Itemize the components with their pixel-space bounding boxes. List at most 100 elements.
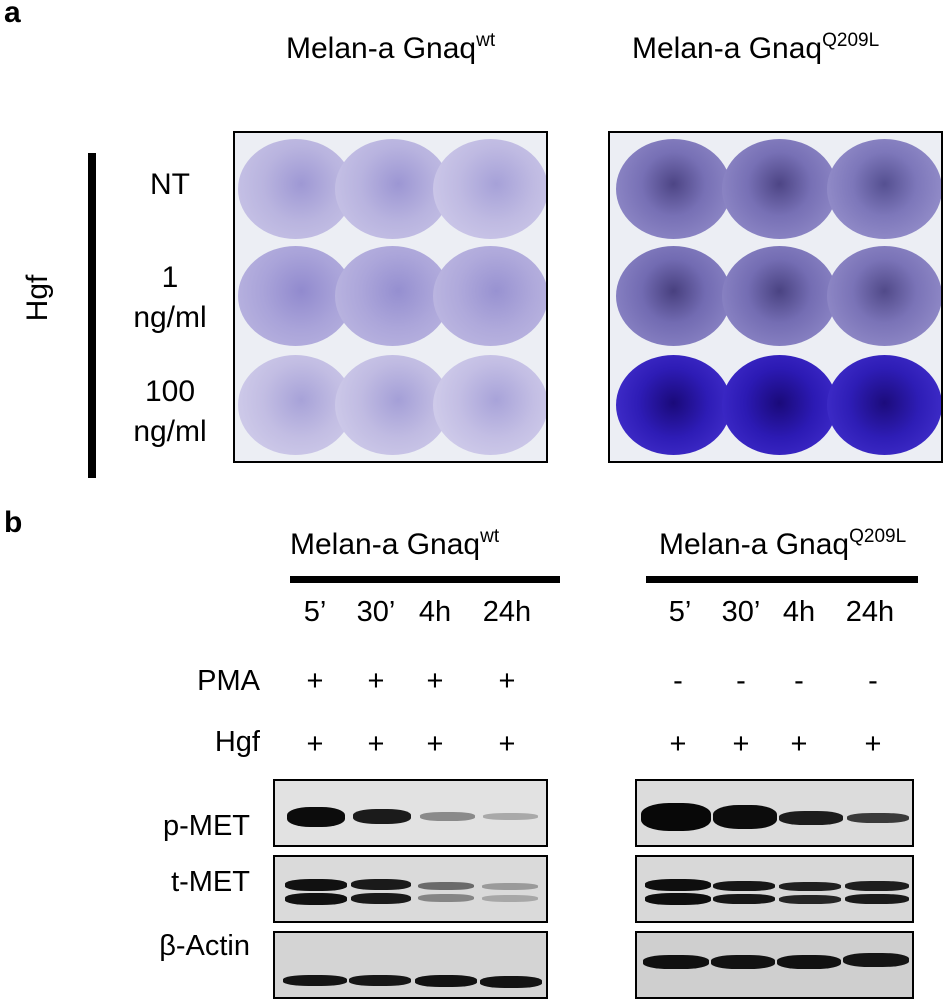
band: [713, 894, 775, 904]
right-group-bar: [646, 576, 918, 583]
blot-pmet-q209l: [635, 779, 914, 847]
panel-b-letter: b: [4, 506, 23, 539]
title-text: Melan-a Gnaq: [659, 528, 850, 561]
band: [847, 813, 909, 823]
panel-b-right-title: Melan-a GnaqQ209L: [659, 526, 906, 562]
hgf-right-1: +: [669, 728, 687, 760]
blot-actin-q209l: [635, 931, 914, 999]
pma-right-1: -: [673, 665, 683, 697]
well-wt-r3c2: [335, 355, 450, 455]
plate-wt: [233, 131, 548, 463]
pma-left-1: +: [306, 665, 324, 697]
band: [351, 879, 411, 890]
row-label-1ngml: 1 ng/ml: [115, 258, 225, 338]
well-wt-r2c1: [238, 246, 353, 346]
band: [645, 879, 711, 891]
band: [482, 883, 538, 890]
row-label-line: ng/ml: [133, 415, 207, 448]
well-wt-r3c3: [433, 355, 546, 455]
band: [285, 893, 347, 905]
well-wt-r1c1: [238, 139, 353, 239]
timepoint-left-4: 24h: [482, 596, 532, 628]
blot-label-tmet: t-MET: [171, 866, 250, 898]
blot-tmet-q209l: [635, 855, 914, 923]
treatment-label-hgf: Hgf: [214, 726, 260, 758]
band: [483, 813, 538, 820]
band: [713, 881, 775, 891]
timepoint-left-2: 30’: [356, 596, 396, 628]
well-wt-r2c3: [433, 246, 546, 346]
title-superscript: wt: [476, 30, 496, 51]
well-wt-r1c2: [335, 139, 450, 239]
plate-q209l: [608, 131, 943, 463]
well-mut-r3c2: [722, 355, 837, 455]
pma-left-2: +: [367, 665, 385, 697]
hgf-right-3: +: [790, 728, 808, 760]
treatment-label-pma: PMA: [197, 665, 260, 697]
row-label-line: ng/ml: [133, 301, 207, 334]
pma-left-4: +: [498, 665, 516, 697]
band: [779, 882, 841, 891]
hgf-left-1: +: [306, 728, 324, 760]
blot-tmet-wt: [273, 855, 548, 923]
hgf-right-4: +: [864, 728, 882, 760]
hgf-left-2: +: [367, 728, 385, 760]
pma-left-3: +: [426, 665, 444, 697]
blot-pmet-wt: [273, 779, 548, 847]
band: [711, 955, 775, 969]
row-label-line: 1: [161, 261, 179, 294]
well-mut-r3c3: [827, 355, 941, 455]
left-group-bar: [290, 576, 560, 583]
panel-a-left-title: Melan-a Gnaqwt: [286, 30, 495, 66]
panel-b-left-title: Melan-a Gnaqwt: [290, 526, 499, 562]
hgf-left-3: +: [426, 728, 444, 760]
band: [482, 895, 538, 902]
band: [845, 894, 909, 904]
band: [713, 805, 777, 829]
band: [349, 975, 411, 986]
band: [285, 879, 347, 891]
band: [645, 893, 711, 905]
blot-actin-wt: [273, 931, 548, 999]
row-label-100ngml: 100 ng/ml: [115, 372, 225, 452]
title-text: Melan-a Gnaq: [286, 32, 477, 65]
band: [283, 975, 347, 986]
pma-right-4: -: [868, 665, 878, 697]
timepoint-right-4: 24h: [845, 596, 895, 628]
band: [843, 953, 909, 967]
band: [779, 895, 841, 904]
well-mut-r1c2: [722, 139, 837, 239]
well-mut-r2c1: [616, 246, 731, 346]
row-label-nt: NT: [150, 168, 190, 201]
band: [845, 881, 909, 891]
band: [480, 976, 542, 988]
pma-right-3: -: [794, 665, 804, 697]
timepoint-right-3: 4h: [782, 596, 816, 628]
band: [353, 809, 411, 824]
band: [641, 803, 711, 831]
band: [418, 894, 474, 902]
well-mut-r1c1: [616, 139, 731, 239]
timepoint-left-3: 4h: [418, 596, 452, 628]
well-mut-r2c3: [827, 246, 941, 346]
well-wt-r1c3: [433, 139, 546, 239]
well-wt-r2c2: [335, 246, 450, 346]
hgf-right-2: +: [732, 728, 750, 760]
row-label-line: 100: [144, 375, 196, 408]
band: [643, 955, 709, 969]
panel-a-right-title: Melan-a GnaqQ209L: [632, 30, 879, 66]
band: [418, 882, 474, 890]
hgf-group-bar: [88, 153, 96, 478]
band: [415, 975, 477, 987]
well-wt-r3c1: [238, 355, 353, 455]
title-text: Melan-a Gnaq: [290, 528, 481, 561]
band: [777, 955, 841, 969]
title-superscript: Q209L: [849, 526, 907, 547]
band: [287, 807, 345, 827]
hgf-group-label: Hgf: [21, 274, 54, 322]
timepoint-right-2: 30’: [721, 596, 761, 628]
band: [351, 893, 411, 904]
timepoint-left-1: 5’: [303, 596, 327, 628]
well-mut-r2c2: [722, 246, 837, 346]
band: [420, 812, 475, 821]
